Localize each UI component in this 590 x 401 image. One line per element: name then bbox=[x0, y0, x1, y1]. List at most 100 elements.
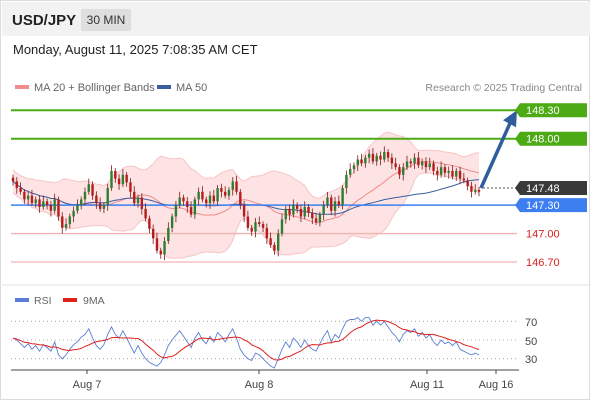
candle-body bbox=[477, 189, 481, 192]
candle bbox=[68, 213, 72, 229]
candle-body bbox=[216, 188, 219, 202]
candle-body bbox=[125, 174, 128, 183]
candle-body bbox=[34, 199, 37, 204]
candle-body bbox=[379, 155, 382, 160]
candle bbox=[364, 154, 367, 168]
level-label-text: 147.48 bbox=[526, 183, 560, 195]
candle bbox=[11, 174, 15, 186]
rsi-panel bbox=[11, 317, 519, 369]
candle bbox=[170, 213, 174, 233]
candle-body bbox=[220, 188, 223, 192]
candle bbox=[121, 169, 125, 188]
candle bbox=[477, 187, 481, 197]
level-label-text: 147.00 bbox=[526, 229, 560, 241]
candle bbox=[428, 157, 431, 170]
candle-body bbox=[314, 218, 318, 223]
candle bbox=[474, 184, 477, 195]
ma9-legend-label: 9MA bbox=[83, 295, 105, 307]
candle-body bbox=[428, 163, 431, 168]
candle bbox=[110, 165, 113, 191]
bollinger-lower-line bbox=[12, 172, 480, 259]
candle-body bbox=[242, 205, 246, 217]
candle bbox=[72, 206, 75, 223]
candle-body bbox=[284, 208, 287, 220]
candle bbox=[284, 206, 287, 224]
candle-body bbox=[280, 219, 284, 234]
candle-body bbox=[223, 191, 227, 196]
candle bbox=[326, 191, 329, 208]
candle-body bbox=[98, 203, 102, 209]
candle bbox=[155, 232, 159, 254]
x-tick-label: Aug 8 bbox=[245, 379, 274, 391]
candle bbox=[352, 162, 356, 174]
candle-body bbox=[79, 199, 83, 206]
candle bbox=[322, 200, 325, 221]
candle-body bbox=[371, 153, 375, 162]
candle bbox=[167, 222, 170, 244]
candle bbox=[91, 181, 94, 200]
candle-body bbox=[269, 238, 272, 245]
candle-body bbox=[212, 195, 215, 202]
candle-body bbox=[364, 157, 367, 164]
candle bbox=[79, 196, 83, 210]
candle-body bbox=[299, 208, 303, 217]
candle bbox=[265, 223, 269, 244]
candle bbox=[38, 195, 41, 213]
candle bbox=[462, 172, 466, 184]
level-label-text: 147.30 bbox=[526, 200, 560, 212]
x-tick-label: Aug 16 bbox=[479, 379, 514, 391]
candle-body bbox=[288, 208, 291, 215]
candle-body bbox=[439, 167, 443, 175]
candle bbox=[458, 166, 462, 185]
candle-body bbox=[15, 181, 18, 189]
candle-body bbox=[405, 161, 409, 168]
candle bbox=[295, 202, 299, 214]
level-label-text: 148.30 bbox=[526, 105, 560, 117]
candle bbox=[292, 199, 295, 218]
candle-body bbox=[87, 184, 90, 192]
candle-body bbox=[140, 197, 144, 209]
candle-body bbox=[390, 157, 394, 164]
candle bbox=[133, 186, 136, 207]
candle-body bbox=[19, 188, 22, 192]
rsi-tick-50: 50 bbox=[525, 336, 537, 348]
candle bbox=[125, 171, 128, 187]
candle bbox=[19, 182, 22, 195]
candle bbox=[277, 229, 280, 257]
candle bbox=[405, 155, 409, 170]
candle bbox=[436, 166, 439, 181]
candle bbox=[337, 195, 341, 208]
candle bbox=[409, 158, 413, 168]
rsi-ma9-line bbox=[12, 319, 480, 361]
candle bbox=[223, 186, 227, 199]
candle bbox=[390, 153, 394, 170]
candle bbox=[148, 215, 151, 234]
candle-body bbox=[398, 167, 401, 175]
candle-body bbox=[394, 163, 397, 168]
candle-body bbox=[470, 186, 473, 192]
target-arrow-shaft bbox=[479, 122, 512, 189]
candle-body bbox=[455, 170, 458, 177]
candle-body bbox=[159, 250, 162, 255]
candle-body bbox=[61, 216, 64, 228]
candle-body bbox=[345, 174, 348, 189]
candle-body bbox=[49, 205, 53, 211]
candle bbox=[220, 183, 223, 198]
candle bbox=[250, 225, 253, 236]
ma50-legend-label: MA 50 bbox=[176, 82, 207, 94]
candle-body bbox=[38, 199, 41, 207]
candle bbox=[235, 175, 238, 195]
timeframe-badge[interactable]: 30 MIN bbox=[81, 9, 131, 31]
candle bbox=[114, 168, 117, 183]
candle-body bbox=[352, 165, 356, 170]
candle-body bbox=[462, 178, 466, 181]
candle-body bbox=[117, 178, 121, 185]
candle-body bbox=[235, 181, 238, 192]
rsi-legend-label: RSI bbox=[34, 295, 52, 307]
candle bbox=[42, 195, 45, 210]
candle-body bbox=[303, 207, 306, 217]
candle bbox=[163, 236, 166, 261]
candle bbox=[129, 178, 132, 198]
candle bbox=[258, 216, 261, 227]
